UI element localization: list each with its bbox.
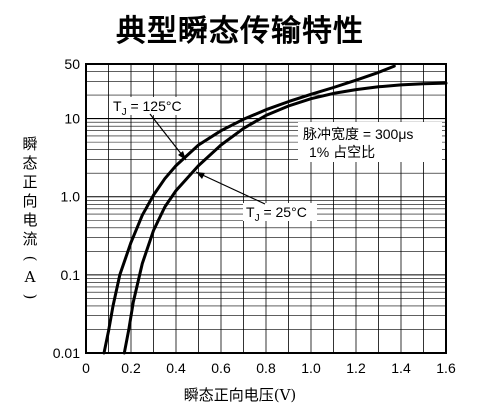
tj125-label: TJ = 125°C	[113, 98, 182, 118]
annotations: 脉冲宽度 = 300μs 1% 占空比 TJ = 125°C TJ = 25°C	[110, 97, 442, 224]
x-tick-label: 0.8	[256, 360, 276, 376]
y-tick-label: 50	[64, 56, 80, 72]
y-axis-label-char: 瞬	[22, 135, 38, 153]
x-tick-label: 1.4	[391, 360, 411, 376]
y-axis-label-char: 电	[22, 211, 38, 229]
chart-title: 典型瞬态传输特性	[116, 14, 364, 49]
x-tick-label: 1.2	[346, 360, 366, 376]
y-tick-label: 0.01	[53, 345, 80, 361]
x-tick-label: 1.0	[301, 360, 321, 376]
y-tick-label: 1.0	[61, 189, 81, 205]
tj25-leader	[195, 171, 266, 205]
tj25-arrowhead	[196, 172, 205, 179]
tj125-leader	[149, 113, 187, 161]
y-axis-label-char: A	[24, 268, 36, 286]
x-tick-label: 1.6	[436, 360, 456, 376]
tj125-arrowhead	[178, 151, 186, 160]
y-tick-label: 0.1	[61, 267, 81, 283]
y-axis-label-char: 态	[22, 154, 38, 172]
series-line-tj25	[122, 81, 448, 355]
tick-labels: 0 0.2 0.4 0.6 0.8 1.0 1.2 1.4 1.6 0.01 0.1 1.0 10 50	[53, 56, 456, 376]
plot-frame	[85, 63, 447, 354]
x-axis-label: 瞬态正向电压(V)	[183, 386, 297, 404]
x-tick-label: 0.4	[166, 360, 186, 376]
x-tick-label: 0	[82, 360, 90, 376]
x-tick-label: 0.2	[121, 360, 141, 376]
y-axis-label-char: 向	[22, 192, 38, 210]
series-line-tj125	[102, 64, 396, 355]
tj25-label: TJ = 25°C	[246, 204, 307, 224]
tj25-label-box	[243, 203, 317, 221]
pulse-width-annotation: 脉冲宽度 = 300μs	[303, 126, 413, 142]
y-axis-label-char: 流	[22, 230, 38, 248]
annotation-box	[298, 122, 442, 162]
y-axis-label-char: 正	[22, 173, 38, 191]
y-axis-label: 瞬态正向电流(A)	[18, 135, 42, 306]
y-tick-label: 10	[64, 111, 80, 127]
tj125-label-box	[110, 97, 194, 115]
curves	[102, 64, 448, 355]
x-tick-label: 0.6	[211, 360, 231, 376]
duty-cycle-annotation: 1% 占空比	[309, 144, 375, 160]
